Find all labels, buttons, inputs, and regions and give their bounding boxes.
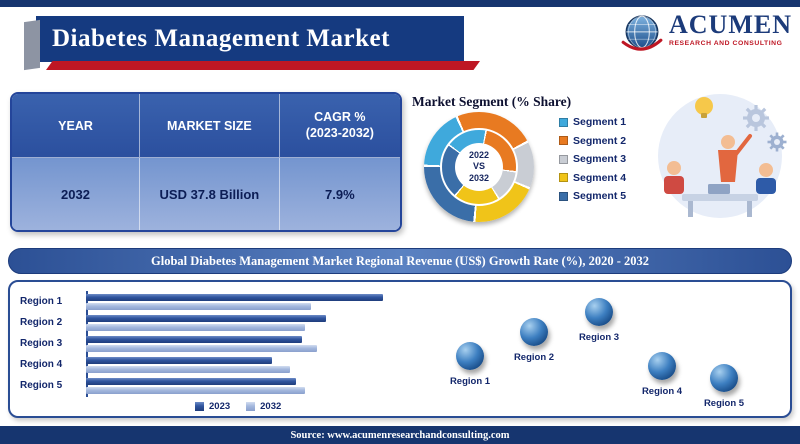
region-sphere-icon (710, 364, 738, 392)
segment-swatch-icon (559, 117, 568, 127)
segment-legend-item: Segment 2 (559, 135, 626, 147)
bar-legend: 2023 2032 (195, 401, 281, 412)
regional-chart-banner: Global Diabetes Management Market Region… (8, 248, 792, 274)
bar-2023 (86, 335, 302, 343)
donut-center-label: 2022 VS 2032 (455, 143, 503, 191)
segment-label: Segment 4 (573, 171, 627, 184)
segment-legend: Segment 1 Segment 2 Segment 3 Segment 4 Segm… (559, 116, 626, 202)
table-header-year: YEAR (12, 94, 141, 158)
table-cell-cagr: 7.9% (325, 186, 355, 202)
bar-2023 (86, 377, 296, 385)
top-strip (0, 0, 800, 7)
bar-2032 (86, 365, 290, 373)
brand-name: ACUMEN (669, 10, 792, 39)
region-sphere-item: Region 5 (692, 364, 756, 409)
segment-legend-item: Segment 4 (559, 172, 626, 184)
segment-swatch-icon (559, 154, 568, 164)
bar-pair (86, 356, 290, 373)
region-sphere-item: Region 3 (567, 298, 631, 343)
globe-icon (619, 12, 665, 63)
brand-text: ACUMEN RESEARCH AND CONSULTING (669, 12, 792, 48)
bar-row: Region 5 (20, 377, 383, 394)
segment-swatch-icon (559, 136, 568, 145)
segment-label: Segment 1 (573, 116, 627, 128)
segment-legend-item: Segment 5 (559, 190, 626, 202)
bar-pair (86, 293, 383, 310)
donut-chart: 2022 VS 2032 (424, 112, 534, 222)
footer-bar: Source: www.acumenresearchandconsulting.… (0, 426, 800, 444)
region-sphere-label: Region 4 (641, 386, 683, 397)
table-row: 2032 USD 37.8 Billion 7.9% (12, 158, 400, 230)
bar-legend-label: 2023 (209, 401, 231, 412)
brand-tagline: RESEARCH AND CONSULTING (669, 40, 783, 47)
table-header-cagr: CAGR % (2023-2032) (279, 94, 400, 158)
region-sphere-icon (456, 342, 484, 370)
bar-chart-axis (86, 291, 88, 397)
segment-label: Segment 5 (573, 190, 627, 202)
table-cell-year: 2032 (12, 158, 141, 230)
bar-legend-item: 2023 (195, 401, 230, 412)
segment-label: Segment 3 (573, 153, 627, 165)
bar-2032 (86, 344, 317, 352)
region-sphere-label: Region 5 (703, 398, 745, 409)
bar-legend-swatch-icon (195, 402, 204, 411)
segment-legend-item: Segment 3 (559, 153, 626, 165)
bar-pair (86, 314, 326, 331)
table-cell-market-size: USD 37.8 Billion (140, 158, 280, 230)
page-title: Diabetes Management Market (52, 25, 390, 52)
bar-2023 (86, 293, 383, 301)
segment-legend-item: Segment 1 (559, 116, 626, 128)
bar-2032 (86, 302, 311, 310)
bar-row: Region 4 (20, 356, 383, 373)
bar-row: Region 1 (20, 293, 383, 310)
bar-2023 (86, 356, 272, 364)
region-axis-label: Region 4 (20, 359, 63, 370)
bar-row: Region 2 (20, 314, 383, 331)
region-sphere-icon (648, 352, 676, 380)
page-title-banner: Diabetes Management Market (36, 16, 464, 62)
bar-2023 (86, 314, 326, 322)
team-illustration (642, 90, 794, 243)
region-sphere-item: Region 1 (438, 342, 502, 387)
market-summary-table: YEAR MARKET SIZE CAGR % (2023-2032) 2032… (10, 92, 402, 232)
region-sphere-icon (585, 298, 613, 326)
segment-swatch-icon (559, 191, 568, 201)
bar-2032 (86, 386, 305, 394)
region-sphere-item: Region 2 (502, 318, 566, 363)
region-sphere-label: Region 1 (449, 376, 491, 387)
segment-chart-title: Market Segment (% Share) (412, 94, 572, 109)
table-header-market-size: MARKET SIZE (140, 94, 280, 158)
bar-legend-item: 2032 (246, 401, 281, 412)
source-text: Source: www.acumenresearchandconsulting.… (290, 429, 510, 441)
region-axis-label: Region 1 (20, 296, 63, 307)
region-sphere-label: Region 2 (513, 352, 555, 363)
brand-logo: ACUMEN RESEARCH AND CONSULTING (619, 12, 792, 63)
bar-rows: Region 1 Region 2 Region 3 Region 4 Region 5 (20, 293, 383, 394)
regional-chart-panel: Region 1 Region 2 Region 3 Region 4 Region 5… (8, 280, 792, 418)
bar-2032 (86, 323, 305, 331)
table-header-row: YEAR MARKET SIZE CAGR % (2023-2032) (12, 94, 400, 158)
bar-row: Region 3 (20, 335, 383, 352)
bar-legend-swatch-icon (246, 402, 256, 411)
segment-label: Segment 2 (573, 134, 627, 147)
region-axis-label: Region 3 (20, 338, 63, 349)
bar-pair (86, 377, 305, 394)
region-sphere-icon (520, 318, 548, 346)
regional-chart-banner-text: Global Diabetes Management Market Region… (151, 253, 649, 268)
segment-swatch-icon (559, 173, 568, 182)
region-sphere-item: Region 4 (630, 352, 694, 397)
bar-legend-label: 2032 (260, 401, 282, 412)
region-sphere-label: Region 3 (578, 332, 620, 343)
bar-pair (86, 335, 317, 352)
region-axis-label: Region 5 (20, 380, 63, 391)
region-axis-label: Region 2 (20, 317, 63, 328)
